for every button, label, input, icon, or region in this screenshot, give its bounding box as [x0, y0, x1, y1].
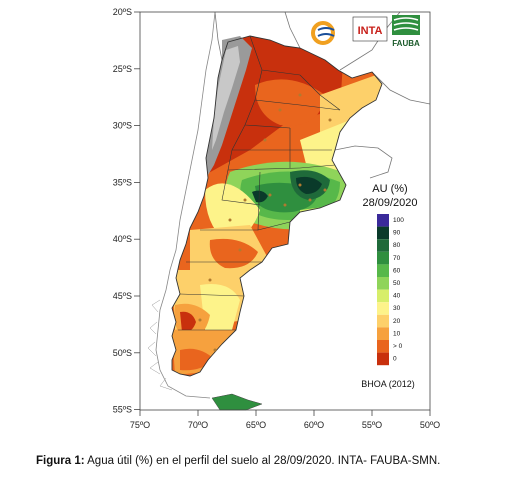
- andes-relief: [206, 36, 252, 175]
- legend-swatch: [377, 352, 389, 366]
- legend-level-label: 80: [393, 242, 401, 249]
- legend-swatch: [377, 264, 389, 277]
- andes-relief-light: [212, 46, 240, 150]
- figure-caption: Figura 1: Agua útil (%) en el perfil del…: [36, 455, 506, 467]
- legend-swatch: [377, 277, 389, 290]
- legend-title: AU (%): [372, 183, 407, 195]
- legend-swatch: [377, 302, 389, 315]
- legend-swatch: [377, 226, 389, 240]
- legend-swatch: [377, 314, 389, 328]
- legend-swatch: [377, 327, 389, 340]
- fauba-logo-text: FAUBA: [392, 39, 420, 48]
- lon-tick-label: 65ºO: [246, 420, 266, 430]
- legend-level-label: > 0: [393, 343, 403, 350]
- neighbor-borders: [214, 11, 431, 179]
- lat-tick-label: 55ºS: [113, 405, 132, 415]
- lon-tick-label: 60ºO: [304, 420, 324, 430]
- lon-tick-label: 70ºO: [188, 420, 208, 430]
- caption-text: Agua útil (%) en el perfil del suelo al …: [84, 455, 441, 467]
- lon-tick-label: 50ºO: [420, 420, 440, 430]
- legend-level-label: 40: [393, 293, 401, 300]
- fjord-lines: [147, 299, 173, 391]
- chile-coast: [155, 11, 216, 399]
- legend-source: BHOA (2012): [361, 379, 415, 389]
- lon-axis: 75ºO 70ºO 65ºO 60ºO 55ºO 50ºO: [130, 410, 440, 430]
- legend-level-label: 60: [393, 267, 401, 274]
- legend-level-label: 70: [393, 255, 401, 262]
- lat-tick-label: 40ºS: [113, 234, 132, 244]
- lat-tick-label: 50ºS: [113, 348, 132, 358]
- lat-tick-label: 35ºS: [113, 177, 132, 187]
- legend-swatch: [377, 251, 389, 265]
- lon-tick-label: 75ºO: [130, 420, 150, 430]
- legend-swatch: [377, 239, 389, 252]
- legend-swatch: [377, 340, 389, 353]
- lat-tick-label: 45ºS: [113, 291, 132, 301]
- lat-tick-label: 30ºS: [113, 121, 132, 131]
- map-frame: [139, 11, 431, 411]
- lat-tick-label: 20ºS: [113, 7, 132, 17]
- lat-tick-label: 25ºS: [113, 64, 132, 74]
- legend-level-label: 0: [393, 356, 397, 363]
- legend-colorbar: 100 90 80 70 60 50 40 30 20 10 > 0 0: [377, 214, 404, 366]
- legend-date: 28/09/2020: [362, 197, 417, 209]
- province-borders: [178, 35, 341, 331]
- legend-level-label: 90: [393, 230, 401, 237]
- lat-axis: 20ºS 25ºS 30ºS 35ºS 40ºS 45ºS 50ºS 55ºS: [113, 7, 140, 415]
- lon-tick-label: 55ºO: [362, 420, 382, 430]
- caption-label: Figura 1:: [36, 455, 85, 467]
- inta-logo-text: INTA: [358, 25, 383, 37]
- legend-level-label: 100: [393, 217, 404, 224]
- legend-level-label: 30: [393, 305, 401, 312]
- legend-swatch: [377, 289, 389, 303]
- inta-logo: [352, 16, 388, 42]
- fauba-logo: [392, 15, 420, 35]
- legend-level-label: 10: [393, 330, 401, 337]
- smn-logo: [311, 21, 335, 45]
- station-dots: [198, 93, 332, 352]
- argentina-outline: [171, 35, 383, 377]
- soil-water-map: 20ºS 25ºS 30ºS 35ºS 40ºS 45ºS 50ºS 55ºS 75ºO 70º…: [113, 7, 440, 430]
- legend-swatch: [377, 214, 389, 227]
- legend-level-label: 50: [393, 280, 401, 287]
- legend-level-label: 20: [393, 318, 401, 325]
